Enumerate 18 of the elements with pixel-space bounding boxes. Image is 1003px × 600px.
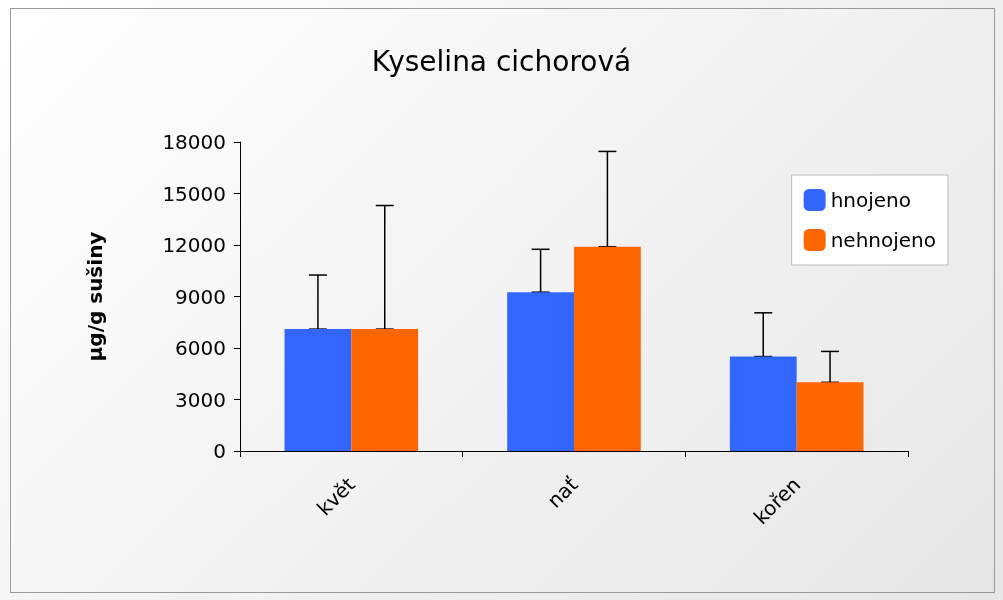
y-tick-label: 3000 xyxy=(175,387,226,412)
y-axis-title: µg/g sušiny xyxy=(83,231,107,362)
bar xyxy=(574,246,641,451)
y-tick-label: 9000 xyxy=(175,284,226,309)
bar xyxy=(729,356,797,451)
x-tick-label: nať xyxy=(542,472,583,513)
y-tick-label: 0 xyxy=(213,439,226,463)
legend-label: nehnojeno xyxy=(830,228,936,252)
chart-title: Kyselina cichorová xyxy=(371,44,632,78)
y-tick-label: 18000 xyxy=(162,130,226,154)
bar xyxy=(284,329,352,451)
bar xyxy=(796,382,864,451)
bar xyxy=(351,329,419,451)
bar xyxy=(507,292,574,451)
legend-label: hnojeno xyxy=(830,188,912,212)
y-tick-label: 6000 xyxy=(175,336,226,360)
y-tick-label: 12000 xyxy=(162,233,226,257)
y-tick-label: 15000 xyxy=(162,181,226,206)
